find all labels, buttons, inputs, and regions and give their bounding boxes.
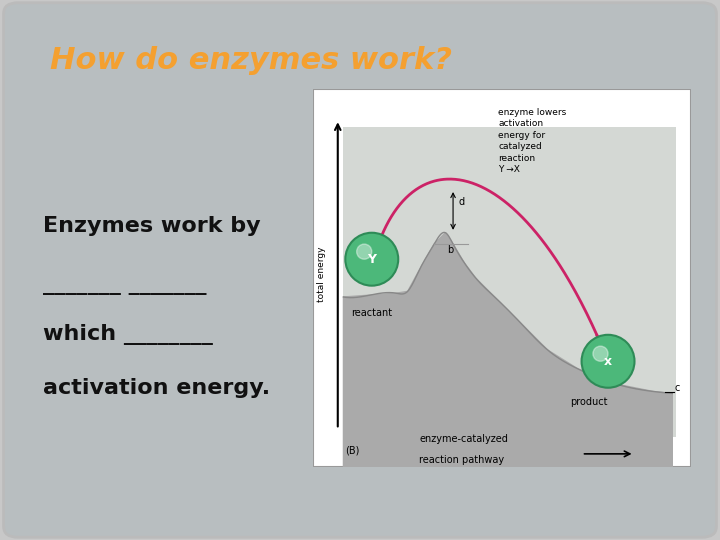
Text: x: x: [604, 355, 612, 368]
Text: How do enzymes work?: How do enzymes work?: [50, 46, 452, 75]
Circle shape: [346, 233, 398, 286]
Text: enzyme-catalyzed: enzyme-catalyzed: [419, 434, 508, 444]
Text: reactant: reactant: [351, 308, 392, 319]
Text: activation energy.: activation energy.: [43, 378, 270, 398]
Text: product: product: [570, 397, 608, 407]
Text: Y: Y: [367, 253, 377, 266]
Text: reaction pathway: reaction pathway: [419, 455, 504, 465]
Circle shape: [593, 346, 608, 361]
Text: which ________: which ________: [43, 324, 213, 345]
Polygon shape: [343, 233, 672, 467]
Text: b: b: [447, 245, 454, 255]
Text: _______ _______: _______ _______: [43, 275, 207, 295]
Text: enzyme lowers
activation
energy for
catalyzed
reaction
Y →X: enzyme lowers activation energy for cata…: [498, 108, 567, 174]
FancyBboxPatch shape: [343, 127, 676, 437]
Circle shape: [582, 335, 634, 388]
Text: (B): (B): [346, 445, 360, 455]
Text: Enzymes work by: Enzymes work by: [43, 216, 261, 236]
Text: c: c: [674, 383, 680, 393]
Text: d: d: [459, 198, 465, 207]
Text: total energy: total energy: [317, 247, 326, 302]
FancyBboxPatch shape: [313, 89, 691, 467]
Circle shape: [356, 244, 372, 259]
